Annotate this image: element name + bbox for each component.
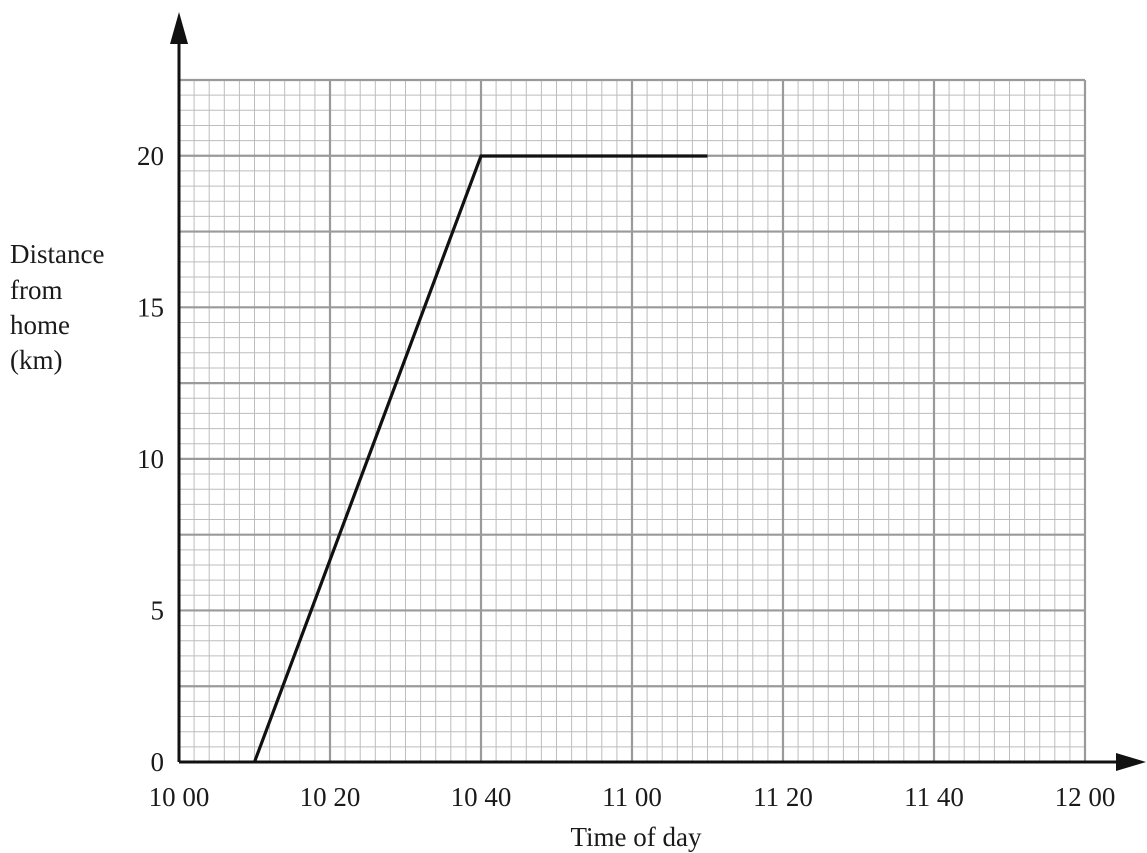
axes bbox=[170, 12, 1146, 771]
y-tick-label: 0 bbox=[151, 747, 165, 777]
y-axis-title: Distance from home (km) bbox=[10, 239, 104, 375]
series-layer bbox=[253, 154, 708, 763]
x-tick-labels: 10 00 10 20 10 40 11 00 11 20 11 40 12 00 bbox=[149, 782, 1116, 812]
y-tick-label: 20 bbox=[137, 141, 164, 171]
y-tick-label: 10 bbox=[137, 444, 164, 474]
x-tick-label: 10 40 bbox=[451, 782, 512, 812]
x-axis-arrowhead bbox=[1116, 753, 1146, 771]
x-tick-label: 10 20 bbox=[300, 782, 361, 812]
y-axis-title-line-2: from bbox=[10, 275, 62, 305]
x-axis-title: Time of day bbox=[570, 822, 702, 852]
x-tick-label: 11 40 bbox=[904, 782, 964, 812]
x-tick-label: 11 20 bbox=[753, 782, 813, 812]
y-axis-title-line-1: Distance bbox=[10, 239, 104, 269]
y-axis-title-line-3: home bbox=[10, 310, 70, 340]
y-tick-label: 15 bbox=[137, 293, 164, 323]
x-tick-label: 11 00 bbox=[602, 782, 662, 812]
series-line bbox=[253, 154, 708, 763]
y-axis-arrowhead bbox=[170, 12, 188, 44]
y-axis-title-line-4: (km) bbox=[10, 345, 62, 375]
y-tick-label: 5 bbox=[151, 596, 165, 626]
x-tick-label: 12 00 bbox=[1055, 782, 1116, 812]
x-tick-label: 10 00 bbox=[149, 782, 210, 812]
y-tick-labels: 0 5 10 15 20 bbox=[137, 141, 164, 777]
